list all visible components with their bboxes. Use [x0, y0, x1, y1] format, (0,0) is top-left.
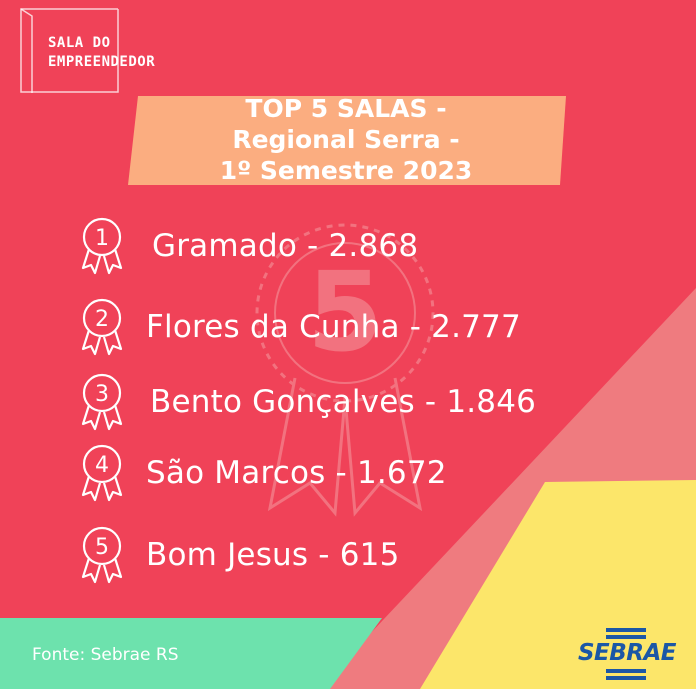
- watermark-number: 5: [307, 248, 384, 376]
- medal-icon: 3: [81, 373, 123, 431]
- logo-frame-icon: [20, 8, 119, 93]
- ranking-item-4: 4 São Marcos - 1.672: [76, 443, 447, 503]
- medal-number: 2: [95, 307, 109, 332]
- medal-icon: 5: [81, 526, 123, 584]
- ranking-label: Gramado - 2.868: [152, 228, 419, 264]
- watermark-medal-icon: 5: [255, 223, 435, 517]
- sala-do-empreendedor-logo: SALA DO EMPREENDEDOR: [20, 8, 220, 93]
- ranking-label: Flores da Cunha - 2.777: [146, 309, 521, 345]
- title-line-2: Regional Serra -: [232, 125, 460, 154]
- page-title: TOP 5 SALAS - Regional Serra - 1º Semest…: [150, 93, 542, 186]
- mint-band: [0, 618, 382, 689]
- medal-number: 3: [95, 382, 109, 407]
- sebrae-logo: SEBRAE: [572, 626, 682, 682]
- medal-icon: 1: [81, 217, 123, 275]
- medal-number: 1: [95, 226, 109, 251]
- ranking-item-2: 2 Flores da Cunha - 2.777: [76, 297, 521, 357]
- ranking-item-3: 3 Bento Gonçalves - 1.846: [76, 372, 536, 432]
- source-note: Fonte: Sebrae RS: [32, 645, 179, 665]
- title-band: [128, 96, 566, 185]
- logo-line-1: SALA DO: [48, 35, 111, 51]
- logo-text: SALA DO EMPREENDEDOR: [48, 34, 155, 72]
- medal-number: 4: [95, 453, 109, 478]
- title-line-3: 1º Semestre 2023: [219, 156, 473, 185]
- sebrae-wordmark: SEBRAE: [577, 640, 677, 666]
- logo-line-2: EMPREENDEDOR: [48, 54, 156, 70]
- sebrae-stripes-icon: [606, 628, 646, 680]
- medal-number: 5: [95, 535, 109, 560]
- ranking-label: Bom Jesus - 615: [146, 537, 400, 573]
- ranking-label: São Marcos - 1.672: [146, 455, 447, 491]
- medal-icon: 2: [81, 298, 123, 356]
- title-line-1: TOP 5 SALAS -: [245, 94, 447, 123]
- ranking-label: Bento Gonçalves - 1.846: [150, 384, 537, 420]
- ranking-item-1: 1 Gramado - 2.868: [76, 216, 418, 276]
- ranking-item-5: 5 Bom Jesus - 615: [76, 525, 400, 585]
- medal-icon: 4: [81, 444, 123, 502]
